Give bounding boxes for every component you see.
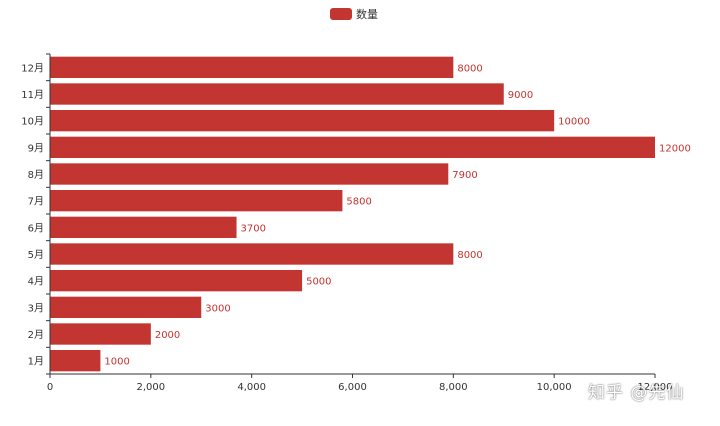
bar-8[interactable] xyxy=(50,163,449,185)
data-label-11: 9000 xyxy=(508,90,533,101)
legend-label: 数量 xyxy=(356,8,378,21)
y-tick-label-6: 6月 xyxy=(28,222,44,234)
x-tick-label-5: 8,000 xyxy=(439,382,468,393)
y-tick-label-5: 5月 xyxy=(28,249,44,261)
data-label-10: 10000 xyxy=(558,117,590,128)
y-tick-label-2: 2月 xyxy=(28,329,44,341)
y-tick-label-1: 1月 xyxy=(28,356,44,368)
data-label-9: 12000 xyxy=(659,143,691,154)
bar-7[interactable] xyxy=(50,190,343,212)
data-label-1: 1000 xyxy=(104,357,129,368)
y-tick-label-4: 4月 xyxy=(28,276,44,288)
y-tick-label-7: 7月 xyxy=(28,196,44,208)
bar-9[interactable] xyxy=(50,136,655,158)
bar-2[interactable] xyxy=(50,323,151,345)
bar-6[interactable] xyxy=(50,216,237,238)
x-tick-label-1: 0 xyxy=(47,382,53,393)
y-tick-label-11: 11月 xyxy=(21,89,44,101)
data-label-2: 2000 xyxy=(155,330,180,341)
x-tick-label-6: 10,000 xyxy=(537,382,572,393)
data-label-7: 5800 xyxy=(346,197,371,208)
data-label-4: 5000 xyxy=(306,277,331,288)
bar-12[interactable] xyxy=(50,56,454,78)
data-labels-group: 1000 2000 3000 5000 8000 3700 5800 7900 12000 100… xyxy=(104,63,690,367)
x-tick-label-4: 6,000 xyxy=(338,382,367,393)
y-tick-label-9: 9月 xyxy=(28,142,44,154)
bar-10[interactable] xyxy=(50,110,555,132)
y-tick-label-10: 10月 xyxy=(21,116,44,128)
legend-swatch xyxy=(330,8,352,20)
watermark: 知乎 @先仙 xyxy=(588,383,685,403)
bar-3[interactable] xyxy=(50,296,202,318)
y-tick-label-12: 12月 xyxy=(21,62,44,74)
bar-11[interactable] xyxy=(50,83,504,105)
legend[interactable]: 数量 xyxy=(330,8,378,21)
y-tick-label-3: 3月 xyxy=(28,302,44,314)
x-tick-label-2: 2,000 xyxy=(137,382,166,393)
data-label-3: 3000 xyxy=(205,303,230,314)
x-tick-label-3: 4,000 xyxy=(237,382,266,393)
bar-4[interactable] xyxy=(50,270,303,292)
x-axis: 0 2,000 4,000 6,000 8,000 10,000 12,000 xyxy=(47,373,673,393)
data-label-5: 8000 xyxy=(457,250,482,261)
bar-5[interactable] xyxy=(50,243,454,265)
bars-group xyxy=(50,56,655,372)
y-tick-label-8: 8月 xyxy=(28,169,44,181)
x-tick-label-7: 12,000 xyxy=(638,382,673,393)
data-label-12: 8000 xyxy=(457,63,482,74)
data-label-8: 7900 xyxy=(452,170,477,181)
y-axis: 1月 2月 3月 4月 5月 6月 7月 8月 9月 10月 11月 12月 xyxy=(21,53,51,375)
data-label-6: 3700 xyxy=(241,223,266,234)
bar-1[interactable] xyxy=(50,350,101,372)
